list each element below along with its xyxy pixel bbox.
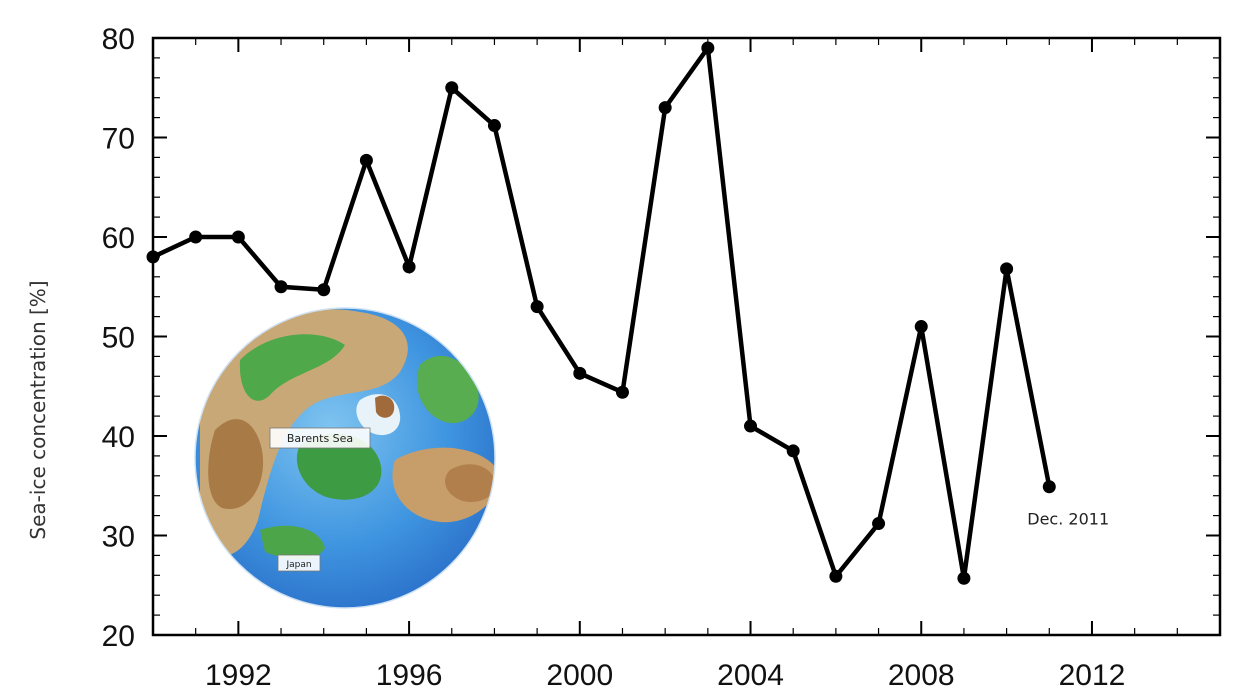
x-tick-label: 2008 bbox=[888, 659, 955, 692]
data-point-2001 bbox=[615, 385, 629, 399]
y-tick-label: 70 bbox=[102, 123, 135, 156]
data-point-2011 bbox=[1042, 480, 1056, 494]
data-point-1996 bbox=[402, 260, 416, 274]
data-point-2009 bbox=[957, 571, 971, 585]
data-point-2000 bbox=[573, 366, 587, 380]
data-point-1997 bbox=[445, 81, 459, 95]
data-point-1993 bbox=[274, 280, 288, 294]
data-point-2003 bbox=[701, 41, 715, 55]
x-tick-label: 1992 bbox=[205, 659, 272, 692]
y-tick-label: 40 bbox=[102, 421, 135, 454]
series-line bbox=[152, 41, 1052, 581]
annotation-dec-2011: Dec. 2011 bbox=[1027, 510, 1109, 529]
x-tick-label: 2012 bbox=[1059, 659, 1126, 692]
data-point-1992 bbox=[231, 230, 245, 244]
inset-globe-map: Barents Sea Japan bbox=[194, 307, 496, 609]
data-point-2007 bbox=[872, 517, 886, 531]
data-point-2010 bbox=[1000, 262, 1014, 276]
data-point-2008 bbox=[914, 320, 928, 334]
data-point-1998 bbox=[487, 119, 501, 133]
map-label-japan: Japan bbox=[285, 560, 311, 570]
axis-ticks bbox=[152, 37, 1221, 636]
data-point-1994 bbox=[317, 283, 331, 297]
y-tick-labels: 20 30 40 50 60 70 80 bbox=[102, 23, 135, 653]
y-axis-title: Sea-ice concentration [%] bbox=[26, 280, 50, 539]
data-point-1995 bbox=[359, 153, 373, 167]
x-tick-label: 2000 bbox=[546, 659, 613, 692]
data-point-2006 bbox=[829, 569, 843, 583]
data-point-2002 bbox=[658, 101, 672, 115]
data-point-1999 bbox=[530, 300, 544, 314]
data-point-1991 bbox=[189, 230, 203, 244]
data-point-1990 bbox=[146, 250, 160, 264]
map-label-barents-sea: Barents Sea bbox=[287, 432, 353, 445]
y-tick-label: 30 bbox=[102, 521, 135, 554]
x-tick-labels: 1992 1996 2000 2004 2008 2012 bbox=[205, 659, 1125, 692]
x-tick-label: 2004 bbox=[717, 659, 784, 692]
x-tick-label: 1996 bbox=[376, 659, 443, 692]
y-tick-label: 60 bbox=[102, 222, 135, 255]
y-tick-label: 50 bbox=[102, 322, 135, 355]
data-point-2004 bbox=[744, 419, 758, 433]
data-point-2005 bbox=[786, 444, 800, 458]
y-tick-label: 20 bbox=[102, 620, 135, 653]
y-tick-label: 80 bbox=[102, 23, 135, 56]
data-points bbox=[146, 41, 1056, 585]
